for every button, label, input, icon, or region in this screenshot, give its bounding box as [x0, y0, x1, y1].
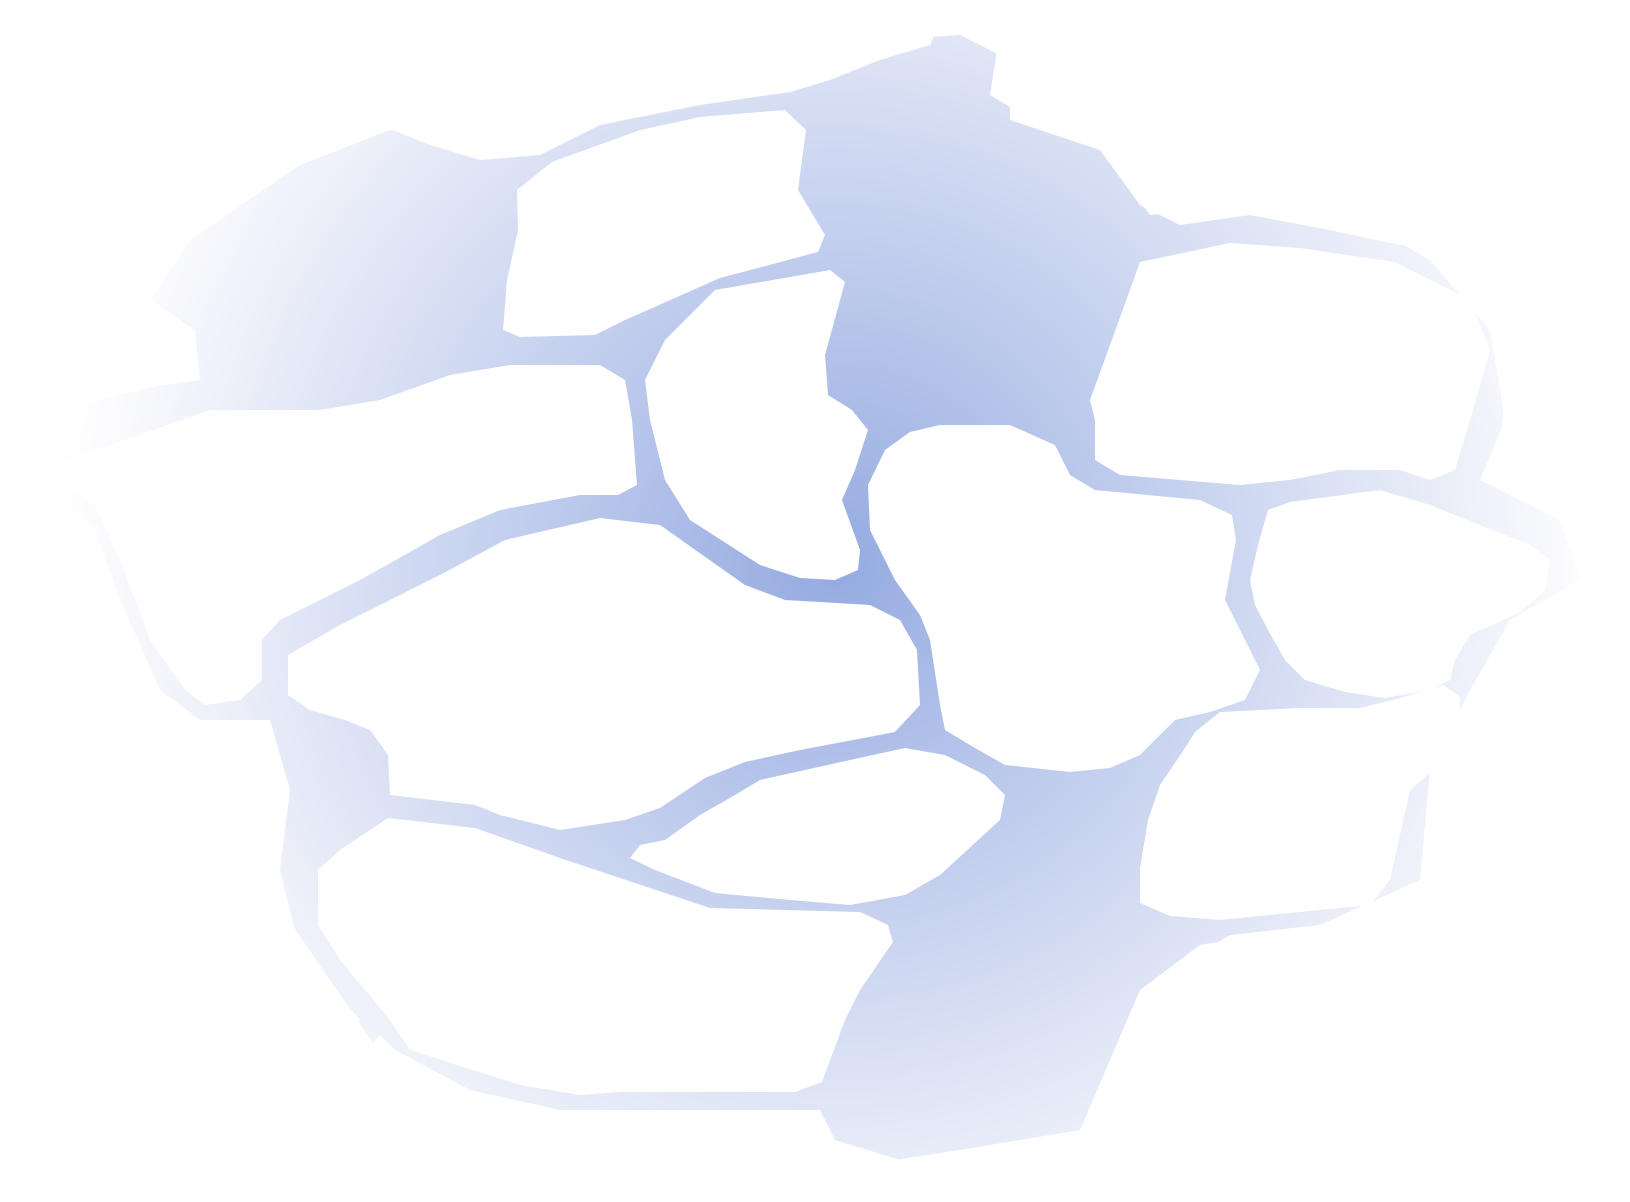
cell-a [503, 110, 825, 337]
cell-bottom-left [0, 530, 360, 1100]
cell-g [288, 518, 920, 830]
cell-h [630, 748, 1005, 905]
cell-left-edge [0, 300, 185, 560]
cell-c [1090, 243, 1490, 485]
cell-b [645, 270, 868, 580]
cell-j [318, 818, 893, 1095]
cell-right-edge [1440, 240, 1630, 900]
cell-d [40, 365, 637, 705]
cell-i [1140, 685, 1460, 920]
cell-e [868, 425, 1260, 772]
cell-bottom [0, 900, 1630, 1202]
cell-top-left [0, 0, 1630, 245]
cell-upper-band [0, 0, 950, 300]
cell-f [1250, 490, 1550, 698]
